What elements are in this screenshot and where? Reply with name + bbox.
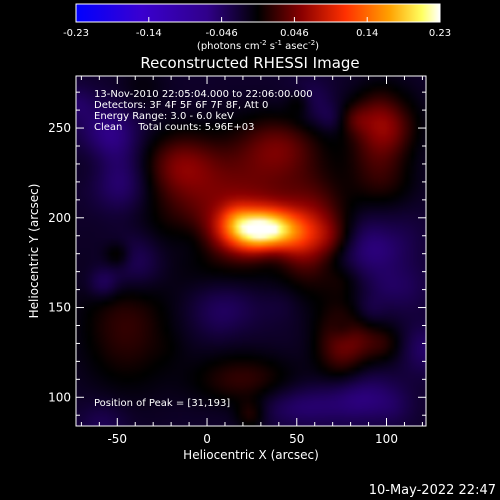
x-tick-label: 100 (375, 432, 398, 446)
colorbar-tick-label: -0.046 (205, 28, 237, 39)
colorbar-gradient (76, 4, 440, 22)
colorbar-frame (75, 3, 441, 23)
heatmap-image (76, 76, 426, 426)
unit-part-2: s (267, 41, 275, 52)
annotation-clean-counts: Clean Total counts: 5.96E+03 (94, 122, 254, 133)
axis-ticks (76, 76, 426, 426)
colorbar-tick-label: 0.14 (356, 28, 378, 39)
unit-part-1: (photons cm (197, 41, 260, 52)
annotation-energy-range: Energy Range: 3.0 - 6.0 keV (94, 111, 234, 122)
annotation-block: 13-Nov-2010 22:05:04.000 to 22:06:00.000… (94, 89, 313, 133)
x-tick-label: -50 (107, 432, 127, 446)
colorbar-tick-label: 0.046 (280, 28, 309, 39)
annotation-time-range: 13-Nov-2010 22:05:04.000 to 22:06:00.000 (94, 89, 313, 100)
x-axis-label: Heliocentric X (arcsec) (183, 448, 319, 462)
peak-position-label: Position of Peak = [31,193] (94, 398, 230, 409)
colorbar-tick-label: -0.23 (63, 28, 89, 39)
colorbar-tick-label: -0.14 (136, 28, 162, 39)
unit-exp-s: -1 (275, 39, 282, 47)
unit-exp-cm: -2 (260, 39, 267, 47)
unit-exp-asec: -2 (308, 39, 315, 47)
y-tick-label: 150 (48, 301, 71, 315)
colorbar-tick-labels: -0.23 -0.14 -0.046 0.046 0.14 0.23 (63, 28, 451, 39)
x-tick-label: 50 (289, 432, 304, 446)
colorbar-ticks (75, 17, 441, 22)
colorbar-tick-label: 0.23 (429, 28, 451, 39)
footer-timestamp: 10-May-2022 22:47 (369, 483, 496, 498)
x-tick-label: 0 (203, 432, 211, 446)
y-tick-label: 100 (48, 390, 71, 404)
colorbar-unit-label: (photons cm-2 s-1 asec-2) (197, 39, 319, 52)
chart-title: Reconstructed RHESSI Image (140, 54, 359, 72)
annotation-detectors: Detectors: 3F 4F 5F 6F 7F 8F, Att 0 (94, 100, 268, 111)
unit-part-3: asec (282, 41, 308, 52)
x-tick-labels: -50 0 50 100 (107, 432, 397, 446)
y-tick-labels: 100 150 200 250 (48, 121, 71, 404)
y-tick-label: 200 (48, 211, 71, 225)
y-axis-label: Heliocentric Y (arcsec) (27, 184, 41, 319)
unit-part-4: ) (315, 41, 319, 52)
y-tick-label: 250 (48, 121, 71, 135)
plot-frame (75, 75, 427, 427)
